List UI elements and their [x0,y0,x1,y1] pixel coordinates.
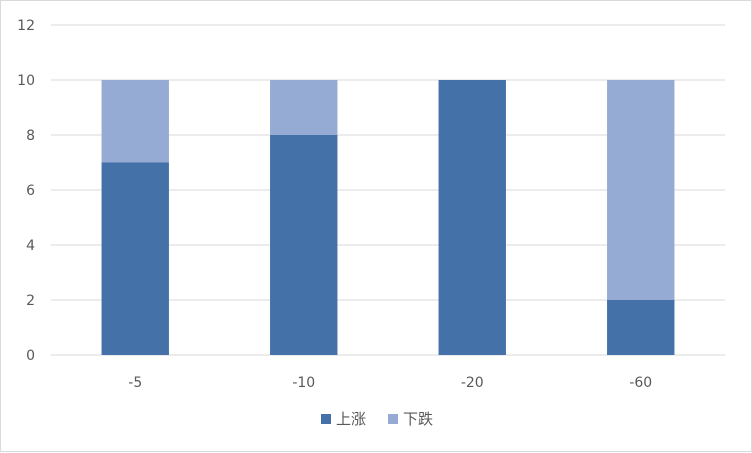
legend-label: 上涨 [336,410,366,428]
y-tick-label: 0 [26,348,35,364]
bar-down-1 [270,80,338,135]
legend-swatch [321,414,331,424]
y-tick-label: 2 [26,293,35,309]
bar-up-3 [607,300,675,355]
x-axis-tick-labels: -5 -10 -20 -60 [128,375,652,391]
x-tick-label: -10 [292,375,315,391]
y-tick-label: 4 [26,238,35,254]
y-tick-label: 12 [17,18,35,34]
x-tick-label: -5 [128,375,142,391]
x-tick-label: -20 [461,375,484,391]
bars [101,80,675,355]
y-axis-tick-labels: 0 2 4 6 8 10 12 [17,18,35,364]
legend-label: 下跌 [403,410,433,428]
bar-up-0 [101,162,169,355]
legend: 上涨 下跌 [321,410,433,428]
bar-down-0 [101,80,169,163]
y-tick-label: 8 [26,128,35,144]
x-tick-label: -60 [629,375,652,391]
bar-up-1 [270,135,338,355]
y-tick-label: 6 [26,183,35,199]
bar-down-3 [607,80,675,300]
legend-swatch [388,414,398,424]
bar-up-2 [438,80,506,355]
y-tick-label: 10 [17,73,35,89]
